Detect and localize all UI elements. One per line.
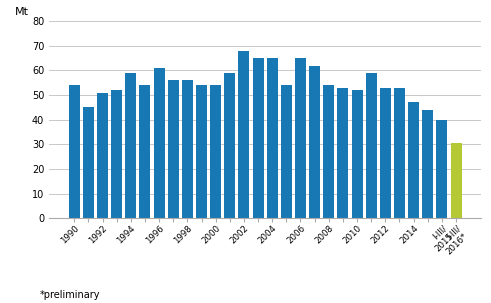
Bar bbox=[451, 143, 462, 218]
Bar bbox=[239, 51, 249, 218]
Text: Mt: Mt bbox=[15, 7, 28, 17]
Bar bbox=[139, 85, 150, 218]
Bar bbox=[323, 85, 334, 218]
Bar bbox=[252, 58, 264, 218]
Bar bbox=[168, 80, 179, 218]
Bar bbox=[394, 88, 405, 218]
Bar bbox=[83, 107, 94, 218]
Text: *preliminary: *preliminary bbox=[39, 290, 100, 300]
Bar bbox=[295, 58, 306, 218]
Bar bbox=[337, 88, 349, 218]
Bar bbox=[436, 120, 447, 218]
Bar bbox=[210, 85, 221, 218]
Bar bbox=[154, 68, 164, 218]
Bar bbox=[111, 90, 122, 218]
Bar bbox=[309, 65, 320, 218]
Bar bbox=[408, 102, 419, 218]
Bar bbox=[281, 85, 292, 218]
Bar bbox=[182, 80, 193, 218]
Bar bbox=[422, 110, 433, 218]
Bar bbox=[352, 90, 362, 218]
Bar bbox=[224, 73, 235, 218]
Bar bbox=[196, 85, 207, 218]
Bar bbox=[366, 73, 377, 218]
Bar bbox=[97, 93, 108, 218]
Bar bbox=[267, 58, 278, 218]
Bar bbox=[69, 85, 80, 218]
Bar bbox=[125, 73, 136, 218]
Bar bbox=[380, 88, 391, 218]
